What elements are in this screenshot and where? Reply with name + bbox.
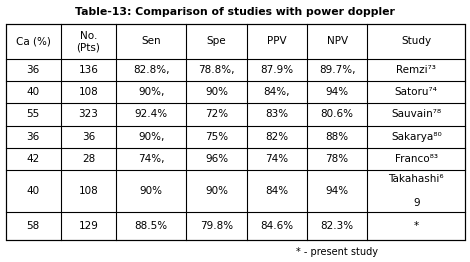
- Text: 90%: 90%: [140, 186, 163, 196]
- Text: 72%: 72%: [205, 110, 228, 119]
- Text: 92.4%: 92.4%: [134, 110, 168, 119]
- Text: 78%: 78%: [326, 154, 349, 164]
- Text: No.
(Pts): No. (Pts): [77, 30, 100, 52]
- Text: 42: 42: [27, 154, 40, 164]
- Text: 94%: 94%: [326, 186, 349, 196]
- Text: Franco⁸³: Franco⁸³: [395, 154, 438, 164]
- Text: 75%: 75%: [205, 132, 228, 142]
- Text: 89.7%,: 89.7%,: [319, 65, 355, 75]
- Text: 80.6%: 80.6%: [321, 110, 353, 119]
- Text: 94%: 94%: [326, 87, 349, 97]
- Text: 136: 136: [78, 65, 98, 75]
- Text: 36: 36: [27, 65, 40, 75]
- Text: Sauvain⁷⁸: Sauvain⁷⁸: [391, 110, 441, 119]
- Text: 88.5%: 88.5%: [134, 221, 168, 231]
- Text: * - present study: * - present study: [296, 247, 378, 256]
- Text: 55: 55: [27, 110, 40, 119]
- Text: 87.9%: 87.9%: [260, 65, 293, 75]
- Text: 82.8%,: 82.8%,: [133, 65, 170, 75]
- Text: Spe: Spe: [207, 36, 227, 46]
- Text: 36: 36: [82, 132, 95, 142]
- Text: 90%: 90%: [205, 87, 228, 97]
- Text: Sakarya⁸⁰: Sakarya⁸⁰: [391, 132, 442, 142]
- Text: 108: 108: [78, 186, 98, 196]
- Text: 90%: 90%: [205, 186, 228, 196]
- Text: Sen: Sen: [141, 36, 161, 46]
- Text: 82.3%: 82.3%: [321, 221, 353, 231]
- Text: 129: 129: [78, 221, 98, 231]
- Text: 84%,: 84%,: [264, 87, 290, 97]
- Text: NPV: NPV: [327, 36, 348, 46]
- Text: 58: 58: [27, 221, 40, 231]
- Text: Ca (%): Ca (%): [16, 36, 51, 46]
- Text: Table-13: Comparison of studies with power doppler: Table-13: Comparison of studies with pow…: [75, 7, 395, 17]
- Text: 88%: 88%: [326, 132, 349, 142]
- Text: Study: Study: [401, 36, 431, 46]
- Text: 84.6%: 84.6%: [260, 221, 293, 231]
- Text: Takahashi⁶

9: Takahashi⁶ 9: [389, 174, 444, 208]
- Text: 78.8%,: 78.8%,: [198, 65, 235, 75]
- Text: Remzi⁷³: Remzi⁷³: [396, 65, 436, 75]
- Text: 82%: 82%: [265, 132, 289, 142]
- Text: 79.8%: 79.8%: [200, 221, 233, 231]
- Text: 90%,: 90%,: [138, 132, 164, 142]
- Text: 83%: 83%: [265, 110, 289, 119]
- Text: 28: 28: [82, 154, 95, 164]
- Text: 74%,: 74%,: [138, 154, 164, 164]
- Text: 90%,: 90%,: [138, 87, 164, 97]
- Text: 40: 40: [27, 186, 40, 196]
- Text: 36: 36: [27, 132, 40, 142]
- Text: PPV: PPV: [267, 36, 287, 46]
- Text: 40: 40: [27, 87, 40, 97]
- Bar: [6, 24, 465, 240]
- Text: 108: 108: [78, 87, 98, 97]
- Text: 323: 323: [78, 110, 98, 119]
- Text: 74%: 74%: [265, 154, 289, 164]
- Text: *: *: [414, 221, 419, 231]
- Text: 96%: 96%: [205, 154, 228, 164]
- Text: Satoru⁷⁴: Satoru⁷⁴: [395, 87, 438, 97]
- Text: 84%: 84%: [265, 186, 289, 196]
